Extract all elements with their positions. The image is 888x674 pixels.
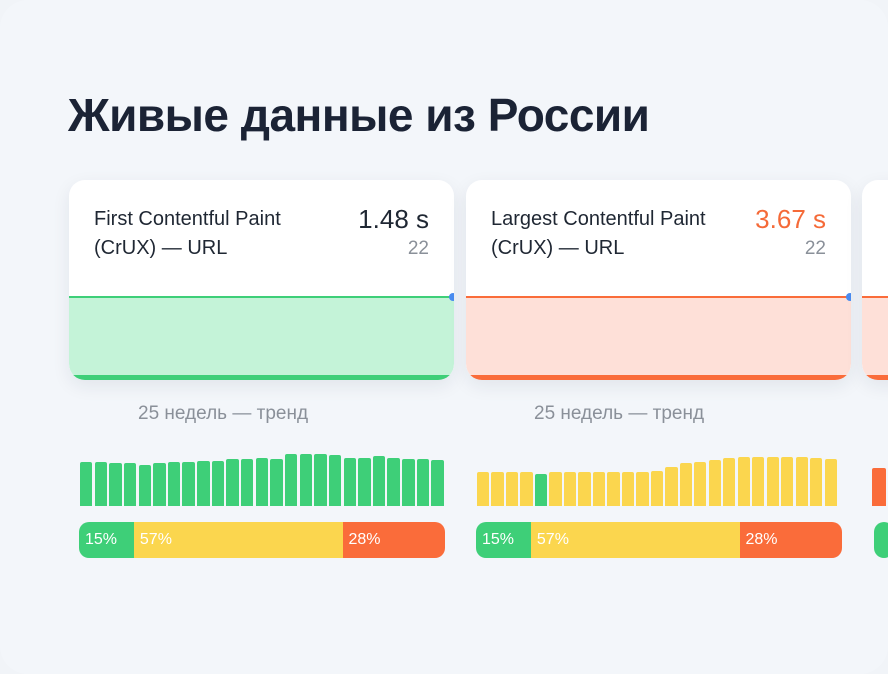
trend-bar [431, 460, 444, 506]
trend-bar [650, 471, 664, 506]
trend-bar [284, 453, 298, 506]
metric-card-lcp[interactable]: Largest Contentful Paint (CrUX) — URL 3.… [466, 180, 851, 380]
metric-label: First Contentful Paint (CrUX) — URL [94, 208, 281, 259]
trend-bars [477, 450, 839, 506]
trend-bar [563, 472, 577, 506]
trend-bar [402, 458, 415, 506]
trend-bar [138, 464, 151, 506]
trend-bar [358, 457, 371, 506]
trend-bar [328, 455, 342, 506]
metric-count: 22 [804, 238, 826, 259]
metric-threshold-line [466, 296, 851, 298]
distribution-segment-poor: 28% [739, 522, 842, 558]
trend-bar [255, 457, 269, 506]
metric-value: 1.48 s [358, 204, 429, 234]
trend-bar [270, 458, 283, 506]
distribution-segment-good: 15% [79, 522, 134, 558]
trend-bar [211, 461, 225, 506]
trend-bar [314, 453, 327, 506]
trend-bars-partial [872, 450, 888, 506]
trend-bar [299, 453, 313, 506]
metric-fill-area [466, 297, 851, 380]
marker-dot [846, 293, 851, 301]
metric-value: 3.67 s [755, 204, 826, 234]
trend-label: 25 недель — тренд [138, 403, 309, 424]
trend-bar [752, 456, 765, 506]
trend-bar [578, 472, 591, 506]
trend-bar [592, 472, 606, 506]
trend-bar [708, 460, 721, 506]
trend-bar [607, 472, 620, 506]
trend-bar [343, 457, 356, 506]
trend-bar [665, 466, 678, 506]
trend-bar [197, 461, 210, 506]
trend-bar [781, 456, 794, 506]
trend-bar [549, 472, 562, 506]
distribution-segment-poor: 28% [342, 522, 445, 558]
trend-bar [534, 473, 548, 506]
distribution-bar: 15% 57% 28% [476, 522, 842, 558]
trend-bar [109, 463, 122, 506]
trend-bar [477, 472, 490, 506]
trend-bar [167, 462, 181, 506]
trend-bar [694, 462, 707, 506]
trend-bar [737, 456, 750, 506]
trend-bar [153, 463, 166, 506]
metric-bottom-border [862, 375, 888, 380]
trend-bar [505, 472, 519, 506]
trend-bar [810, 457, 823, 506]
trend-bar [80, 462, 93, 506]
trend-bar [241, 458, 254, 506]
trend-bar [636, 472, 649, 506]
metric-threshold-line [69, 296, 454, 298]
distribution-bar-partial [874, 522, 888, 558]
trend-bar [520, 472, 533, 506]
distribution-segment-medium: 57% [530, 522, 740, 558]
trend-bar [766, 456, 779, 506]
metric-card-fcp[interactable]: First Contentful Paint (CrUX) — URL 1.48… [69, 180, 454, 380]
page-title: Живые данные из России [68, 89, 650, 141]
metric-count: 22 [407, 238, 429, 259]
marker-dot [449, 293, 454, 301]
trend-label: 25 недель — тренд [534, 403, 705, 424]
distribution-segment-good: 15% [476, 522, 531, 558]
distribution-segment-good [874, 522, 888, 558]
trend-bar [824, 458, 837, 506]
trend-bar [416, 458, 430, 506]
metric-fill-area [862, 297, 888, 380]
trend-bar [372, 456, 386, 506]
trend-bar [679, 463, 692, 506]
trend-bar [872, 468, 886, 506]
distribution-bar: 15% 57% 28% [79, 522, 445, 558]
trend-bar [491, 472, 504, 506]
metric-label: Largest Contentful Paint (CrUX) — URL [491, 208, 706, 259]
trend-bar [621, 472, 635, 506]
trend-bar [182, 462, 195, 506]
trend-bar [723, 457, 736, 506]
trend-bar [123, 463, 137, 506]
metric-card-partial[interactable] [862, 180, 888, 380]
metric-bottom-border [466, 375, 851, 380]
trend-bar [226, 458, 239, 506]
metric-fill-area [69, 297, 454, 380]
trend-bar [795, 456, 808, 506]
metric-bottom-border [69, 375, 454, 380]
distribution-segment-medium: 57% [133, 522, 343, 558]
trend-bar [94, 462, 108, 506]
metric-threshold-line [862, 296, 888, 298]
trend-bars [80, 450, 446, 506]
trend-bar [387, 457, 400, 506]
